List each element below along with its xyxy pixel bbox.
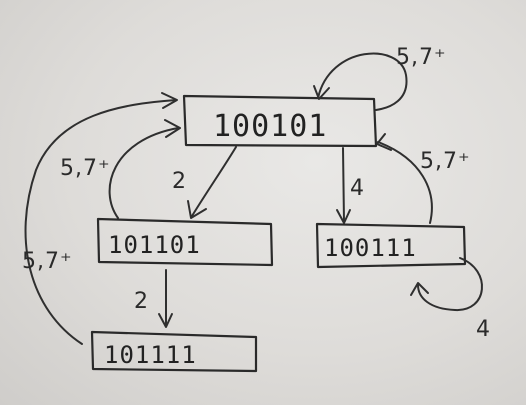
label-left-to-bottom: 2 (134, 289, 149, 314)
edge-top-to-left: 2 (172, 146, 237, 219)
state-100111: 100111 (315, 222, 467, 269)
self-loop-right-curve (417, 257, 483, 312)
label-right-to-top: 5,7⁺ (420, 149, 471, 174)
edge-right-to-top-curve (377, 141, 433, 224)
state-101101: 101101 (96, 217, 274, 267)
state-box-101101 (96, 217, 274, 267)
state-label-101101: 101101 (108, 231, 201, 259)
edge-left-to-bottom-arrowhead (158, 313, 173, 328)
state-101111: 101111 (90, 330, 258, 373)
edge-left-to-top-curve (108, 127, 179, 219)
edge-top-to-right-arrowhead (336, 209, 351, 224)
edge-bottom-to-top-curve (24, 99, 177, 345)
edge-top-to-right-line (342, 147, 345, 223)
edge-top-to-right: 4 (336, 147, 365, 224)
edge-top-to-left-line (191, 146, 237, 217)
edge-bottom-to-top: 5,7⁺ (22, 92, 178, 345)
edge-self-loop-top: 5,7⁺ (313, 45, 447, 111)
label-self-loop-right: 4 (476, 317, 491, 342)
state-label-101111: 101111 (104, 341, 197, 369)
state-label-100111: 100111 (324, 234, 417, 262)
edge-bottom-to-top-arrowhead (161, 92, 178, 109)
edge-left-to-bottom: 2 (134, 269, 173, 328)
edge-right-to-top: 5,7⁺ (376, 133, 471, 224)
edge-self-loop-right: 4 (410, 257, 491, 342)
state-label-100101: 100101 (213, 109, 327, 144)
edge-left-to-top-arrowhead (164, 119, 181, 138)
label-bottom-to-top: 5,7⁺ (22, 249, 73, 274)
self-loop-top-curve (317, 52, 408, 111)
edge-right-to-top-arrowhead (376, 133, 392, 151)
state-box-100101 (182, 94, 378, 148)
label-top-to-left: 2 (172, 169, 187, 194)
label-left-to-top: 5,7⁺ (60, 156, 111, 181)
self-loop-right-arrowhead (410, 282, 429, 296)
edge-left-to-top: 5,7⁺ (60, 119, 181, 219)
state-box-101111 (90, 330, 258, 373)
edge-top-to-left-arrowhead (187, 200, 207, 219)
label-top-to-right: 4 (350, 176, 365, 201)
label-self-loop-top: 5,7⁺ (396, 45, 447, 70)
state-box-100111 (315, 222, 467, 269)
state-100101: 100101 (182, 94, 378, 148)
self-loop-top-arrowhead (313, 85, 330, 100)
